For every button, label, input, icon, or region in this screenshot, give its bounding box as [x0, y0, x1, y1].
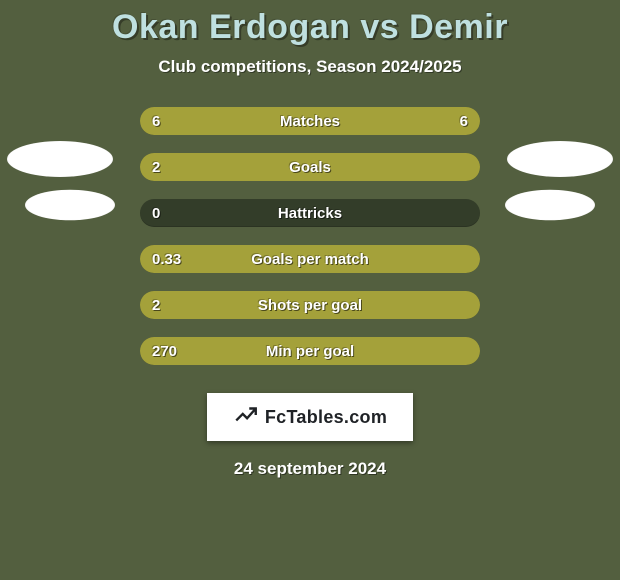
metric-label: Hattricks	[212, 205, 408, 222]
page-title: Okan Erdogan vs Demir	[0, 8, 620, 47]
value-left: 6	[152, 113, 212, 130]
logo-badge: FcTables.com	[207, 393, 413, 441]
metric-row: 6Matches6	[140, 107, 480, 135]
metric-row: 0Hattricks	[140, 199, 480, 227]
value-left: 0.33	[152, 251, 212, 268]
subtitle: Club competitions, Season 2024/2025	[0, 57, 620, 77]
comparison-card: Okan Erdogan vs Demir Club competitions,…	[0, 0, 620, 580]
player-disc	[7, 141, 113, 177]
bars-container: 6Matches62Goals0Hattricks0.33Goals per m…	[140, 107, 480, 365]
value-left: 2	[152, 297, 212, 314]
value-left: 0	[152, 205, 212, 222]
value-left: 270	[152, 343, 212, 360]
value-right: 6	[408, 113, 468, 130]
metric-label: Goals per match	[212, 251, 408, 268]
logo-text: FcTables.com	[265, 407, 387, 428]
metric-label: Matches	[212, 113, 408, 130]
player-disc	[505, 190, 595, 221]
value-left: 2	[152, 159, 212, 176]
metric-row: 2Goals	[140, 153, 480, 181]
date-text: 24 september 2024	[0, 459, 620, 479]
metric-row: 0.33Goals per match	[140, 245, 480, 273]
logo-icon	[233, 402, 259, 433]
player-disc	[507, 141, 613, 177]
metric-label: Shots per goal	[212, 297, 408, 314]
player-disc	[25, 190, 115, 221]
metric-row: 270Min per goal	[140, 337, 480, 365]
metric-label: Goals	[212, 159, 408, 176]
metric-row: 2Shots per goal	[140, 291, 480, 319]
metric-label: Min per goal	[212, 343, 408, 360]
